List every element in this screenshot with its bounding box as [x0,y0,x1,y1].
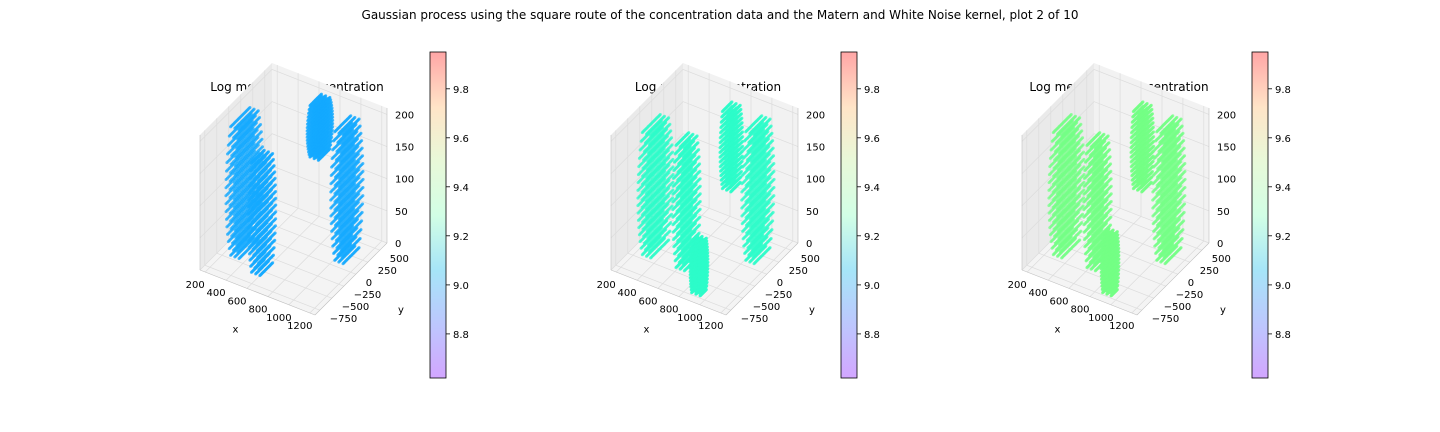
panel-2: Log mean concentration 200 400 600 800 1… [597,51,880,379]
z-tick-label: 150 [395,143,414,154]
data-point [361,177,365,181]
data-point [360,210,364,214]
data-point [320,92,323,96]
panel-1: Log mean - 2σ concentration 200 400 600 … [186,51,469,379]
figure-title: Gaussian process using the square route … [362,8,1079,22]
data-point [272,157,275,161]
colorbar-tick-label: 9.6 [453,134,469,145]
data-point [324,94,328,98]
panel-1-z-ticks: 0 50 100 150 200 [395,110,414,250]
colorbar-tick-label: 9.4 [453,183,469,194]
y-tick-label: −500 [342,302,369,313]
point-cluster [224,106,265,261]
data-point [274,224,277,228]
data-point [273,176,277,180]
data-point [274,210,278,214]
panel-1-x-axis-label: x [233,325,239,336]
data-point [349,114,353,118]
colorbar-tick-label: 9.0 [453,281,469,292]
data-point [274,217,278,221]
data-point [328,95,332,99]
data-point [273,170,277,174]
data-point [274,190,278,193]
panel-1-y-axis-label: y [398,305,404,316]
data-point [361,169,365,173]
data-point [358,237,362,240]
data-point [271,152,275,155]
data-point [359,131,363,135]
data-point [274,196,278,200]
data-point [259,130,263,134]
data-point [361,154,365,158]
y-tick-label: 500 [390,254,409,265]
panel-1-points [224,92,365,278]
data-point [669,221,673,224]
data-point [267,150,270,154]
data-point [261,145,264,149]
data-point [359,228,363,232]
data-point [259,123,263,126]
x-tick-label: 800 [248,305,267,316]
colorbar-tick-label: 8.8 [453,330,469,341]
grid-line [199,68,388,142]
data-point [256,109,260,113]
data-point [360,146,364,150]
z-tick-label: 200 [395,110,414,121]
z-tick-label: 0 [395,239,401,250]
data-point [273,231,277,235]
z-tick-label: 50 [395,207,408,218]
y-tick-label: −250 [354,290,381,301]
data-point [274,203,278,207]
data-point [358,124,362,128]
data-point [361,162,365,165]
x-tick-label: 600 [227,296,246,307]
data-point [353,115,357,119]
data-point [357,246,361,250]
data-point [272,164,276,168]
panel-1-axes [199,63,388,316]
data-point [667,238,671,242]
data-point [271,261,275,265]
x-tick-label: 1200 [287,321,312,332]
data-point [273,238,277,242]
axis-edge [199,269,316,316]
data-point [262,148,266,152]
back-right-pane [272,63,387,243]
data-point [258,116,262,119]
data-point [248,106,252,109]
data-point [360,219,364,223]
colorbar-gradient [429,51,447,379]
data-point [668,229,672,233]
data-point [361,194,365,198]
data-point [360,139,364,143]
y-tick-label: 0 [366,278,372,289]
colorbar-tick-label: 9.8 [453,85,469,96]
data-point [260,137,264,141]
data-point [252,107,256,111]
data-point [272,253,275,257]
data-point [274,183,277,187]
data-point [357,117,361,121]
data-point [272,246,276,250]
y-tick-label: 250 [378,266,397,277]
data-point [361,202,365,206]
x-tick-label: 200 [186,280,205,291]
data-point [361,186,365,189]
panel-1-colorbar: 8.8 9.0 9.2 9.4 9.6 9.8 [429,51,469,379]
colorbar-tick-label: 9.2 [453,232,469,243]
axis-edge [314,242,388,316]
y-tick-label: −750 [330,314,357,325]
z-tick-label: 100 [395,175,414,186]
x-tick-label: 400 [207,288,226,299]
